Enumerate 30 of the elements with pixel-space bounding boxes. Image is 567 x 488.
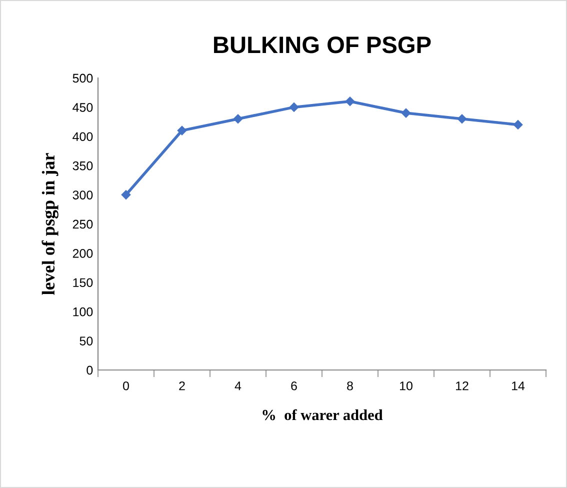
point <box>513 120 523 130</box>
point <box>233 114 243 124</box>
y-tick-label: 450 <box>72 103 93 112</box>
point <box>345 96 355 106</box>
x-axis-title: % of warer added <box>262 409 383 420</box>
x-tick-label: 0 <box>123 381 129 390</box>
x-tick-label: 8 <box>347 381 353 390</box>
y-tick-label: 50 <box>80 336 93 346</box>
y-tick-label: 250 <box>72 220 93 229</box>
x-tick-label: 12 <box>456 381 468 390</box>
x-tick-label: 14 <box>512 382 525 390</box>
y-tick-label: 400 <box>72 132 93 142</box>
y-tick-label: 150 <box>73 278 93 288</box>
y-tick-label: 300 <box>72 190 93 200</box>
y-tick-label: 0 <box>86 366 93 375</box>
chart-title: BULKING OF PSGP <box>214 36 431 54</box>
x-tick-label: 10 <box>400 381 412 390</box>
y-tick-label: 100 <box>73 307 93 316</box>
point <box>121 190 131 200</box>
x-tick-label: 4 <box>234 382 242 390</box>
y-tick-label: 200 <box>72 249 93 258</box>
x-tick-label: 2 <box>179 381 185 390</box>
point <box>401 108 411 118</box>
point <box>177 126 187 136</box>
point <box>457 114 467 124</box>
y-tick-label: 500 <box>72 74 93 83</box>
y-axis-title: level of psgp in jar <box>42 153 58 295</box>
point <box>289 102 299 112</box>
x-tick-label: 6 <box>291 381 297 390</box>
y-tick-label: 350 <box>72 161 93 170</box>
